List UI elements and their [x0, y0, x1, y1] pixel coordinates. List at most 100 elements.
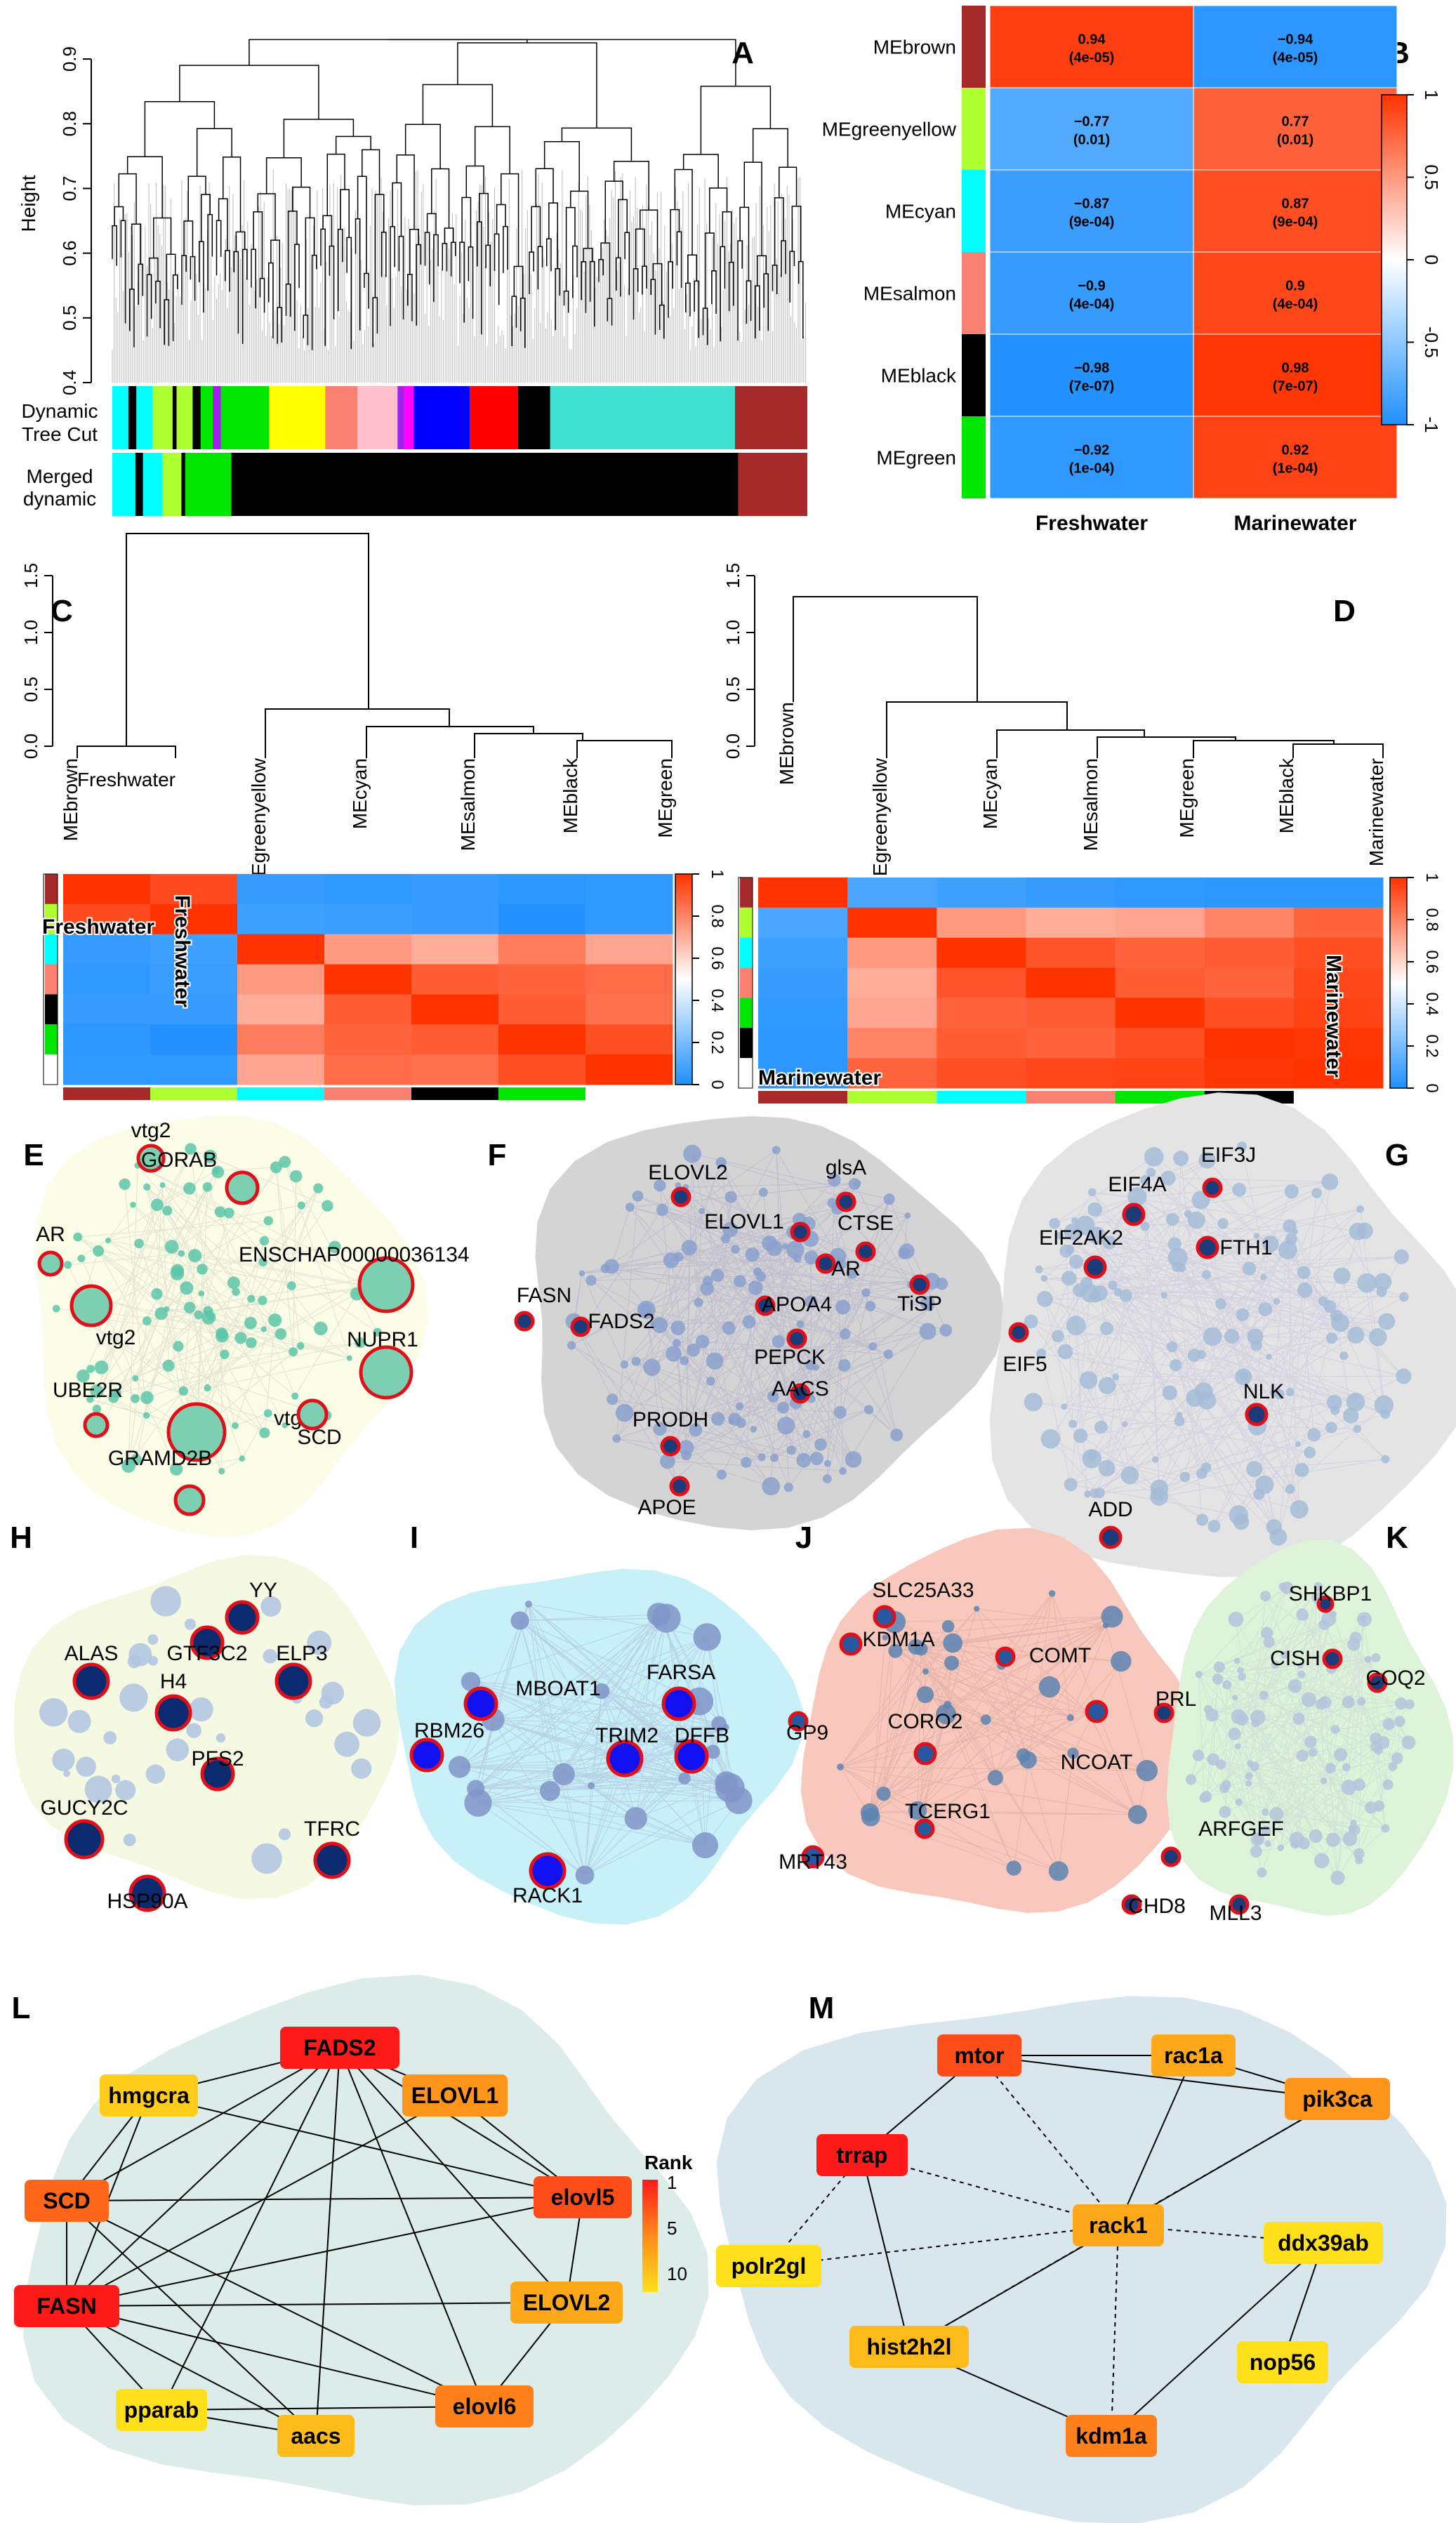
g-node — [1357, 1273, 1377, 1293]
d-heat-cell — [937, 907, 1026, 939]
e-node — [322, 1200, 333, 1212]
j-node — [922, 1668, 929, 1675]
j-edge — [917, 1719, 986, 1811]
g-edge — [1278, 1193, 1318, 1537]
i-edge — [590, 1785, 706, 1846]
b-cell-value: 0.9 — [1285, 279, 1305, 294]
h-node — [127, 1655, 141, 1669]
k-edge — [1257, 1614, 1303, 1718]
j-edge — [1088, 1712, 1138, 1815]
l-edge — [339, 2047, 567, 2303]
g-node — [1326, 1394, 1342, 1410]
i-edge — [549, 1617, 667, 1792]
k-edge — [1353, 1644, 1386, 1829]
e-edge — [82, 1148, 192, 1377]
i-edge — [601, 1690, 731, 1789]
g-node — [1152, 1456, 1159, 1463]
j-edge — [952, 1643, 1071, 1719]
c-y-tick-label: 0.5 — [20, 677, 41, 702]
g-node — [1215, 1298, 1226, 1310]
j-node — [987, 1770, 1003, 1786]
a-branch — [658, 304, 665, 339]
k-edge — [1261, 1742, 1311, 1873]
i-edge — [706, 1636, 726, 1728]
l-edge — [66, 2200, 485, 2407]
f-node — [706, 1352, 724, 1370]
g-edge — [1086, 1283, 1275, 1528]
g-node — [1374, 1395, 1394, 1415]
i-edge — [528, 1604, 550, 1792]
g-edge — [1050, 1438, 1100, 1494]
k-hub-label: CHD8 — [1128, 1895, 1186, 1918]
b-module-swatch — [962, 88, 986, 170]
g-edge — [1265, 1309, 1387, 1322]
f-node — [861, 1288, 871, 1297]
f-edge — [623, 1229, 731, 1365]
g-node — [1092, 1285, 1108, 1302]
f-edge — [729, 1207, 838, 1231]
k-node — [1297, 1670, 1306, 1678]
k-edge — [1226, 1684, 1360, 1861]
e-edge — [208, 1285, 369, 1311]
c-heat-cell — [411, 994, 499, 1025]
g-edge — [1231, 1243, 1271, 1337]
g-node — [1098, 1459, 1116, 1477]
g-node — [1242, 1262, 1257, 1276]
k-edge — [1337, 1619, 1365, 1879]
a-branch — [555, 268, 561, 331]
j-edge — [1058, 1753, 1073, 1872]
g-node — [1307, 1428, 1321, 1442]
k-edge — [1335, 1729, 1389, 1785]
k-edge — [1310, 1704, 1410, 1742]
g-edge — [1145, 1179, 1324, 1302]
i-edge — [601, 1614, 659, 1692]
g-edge — [1187, 1214, 1245, 1376]
i-edge — [550, 1782, 727, 1792]
h-node — [67, 1709, 91, 1733]
f-edge — [757, 1271, 911, 1285]
d-heat-cell — [758, 998, 848, 1028]
k-node — [1219, 1806, 1231, 1818]
d-heat-cell — [937, 937, 1026, 969]
g-node — [1333, 1267, 1351, 1285]
i-edge — [635, 1636, 708, 1819]
c-heat-cell — [585, 1024, 673, 1055]
e-node — [131, 1393, 140, 1403]
g-node — [1229, 1505, 1249, 1525]
k-hub-node — [1229, 1894, 1250, 1915]
c-branch — [474, 733, 583, 758]
i-edge — [591, 1782, 727, 1787]
k-edge — [1296, 1752, 1313, 1840]
k-node — [1320, 1777, 1328, 1784]
f-hub-label: PRODH — [633, 1408, 708, 1431]
d-row-swatch — [740, 878, 753, 908]
j-edge — [915, 1646, 948, 1705]
i-node — [510, 1611, 529, 1630]
i-edge — [563, 1774, 585, 1876]
k-edge — [1226, 1684, 1398, 1759]
d-heat-cell — [758, 967, 848, 998]
a-branch — [265, 157, 302, 194]
f-hub-node — [660, 1436, 681, 1457]
b-heat-cell — [989, 169, 1194, 253]
g-node — [1273, 1298, 1280, 1305]
g-edge — [1092, 1396, 1355, 1456]
j-hub-label: MRT43 — [779, 1850, 847, 1874]
b-cell-value: −0.92 — [1074, 443, 1110, 458]
c-heat-cell — [150, 1054, 238, 1085]
a-branch — [519, 298, 526, 348]
j-node — [1048, 1590, 1056, 1597]
a-branch — [283, 119, 355, 158]
g-node — [1187, 1211, 1205, 1229]
a-branch — [294, 244, 300, 331]
d-heat-cell — [1204, 1058, 1295, 1089]
g-node — [1381, 1455, 1390, 1464]
f-node — [703, 1276, 713, 1287]
g-edge — [1072, 1208, 1361, 1424]
g-edge — [1072, 1219, 1173, 1424]
j-edge — [976, 1608, 1029, 1761]
k-edge — [1257, 1613, 1334, 1840]
h-hub-label: TFRC — [304, 1817, 360, 1841]
i-edge — [699, 1701, 706, 1846]
g-edge — [1050, 1188, 1214, 1439]
